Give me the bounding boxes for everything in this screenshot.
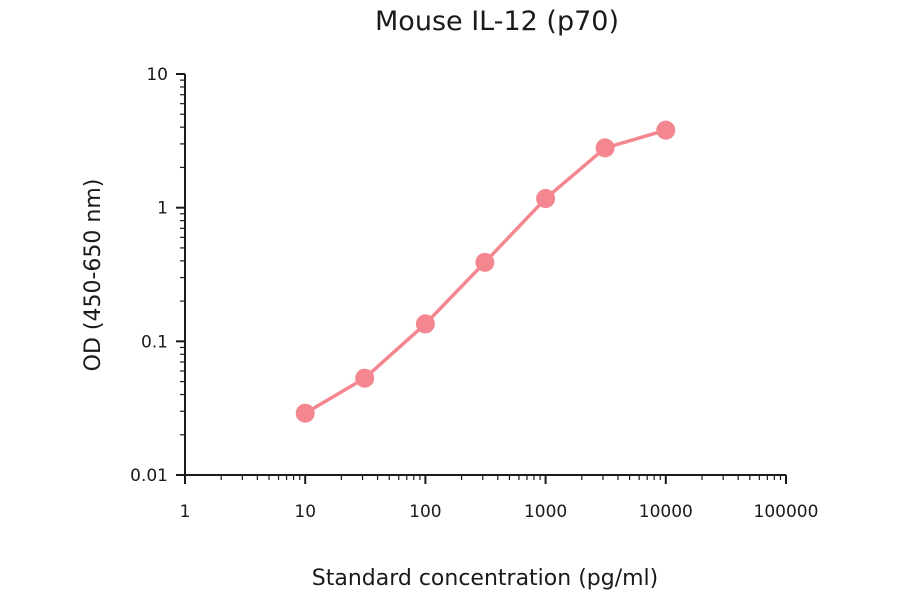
axis-tick-labels: 1 10 100 1000 10000 100000 0.01 0.1 1 10	[130, 65, 818, 522]
data-point	[536, 189, 556, 209]
data-point	[295, 403, 315, 423]
x-tick-label: 10000	[639, 502, 693, 522]
y-tick-label: 0.01	[130, 466, 168, 486]
data-series	[295, 120, 676, 423]
data-point	[355, 368, 375, 388]
y-tick-label: 10	[146, 65, 168, 85]
data-point	[595, 138, 615, 158]
x-axis-label: Standard concentration (pg/ml)	[312, 566, 659, 591]
chart-title: Mouse IL-12 (p70)	[375, 6, 619, 37]
data-point	[475, 252, 495, 272]
x-tick-label: 100	[409, 502, 441, 522]
y-tick-label: 0.1	[141, 332, 168, 352]
x-tick-label: 1000	[524, 502, 567, 522]
y-tick-label: 1	[157, 199, 168, 219]
x-tick-label: 1	[180, 502, 191, 522]
x-tick-label: 10	[294, 502, 316, 522]
x-tick-label: 100000	[754, 502, 819, 522]
data-point	[656, 120, 676, 140]
y-axis-label: OD (450-650 nm)	[81, 179, 106, 372]
data-point	[415, 314, 435, 334]
axis-ticks	[176, 73, 787, 484]
axes	[184, 74, 786, 476]
